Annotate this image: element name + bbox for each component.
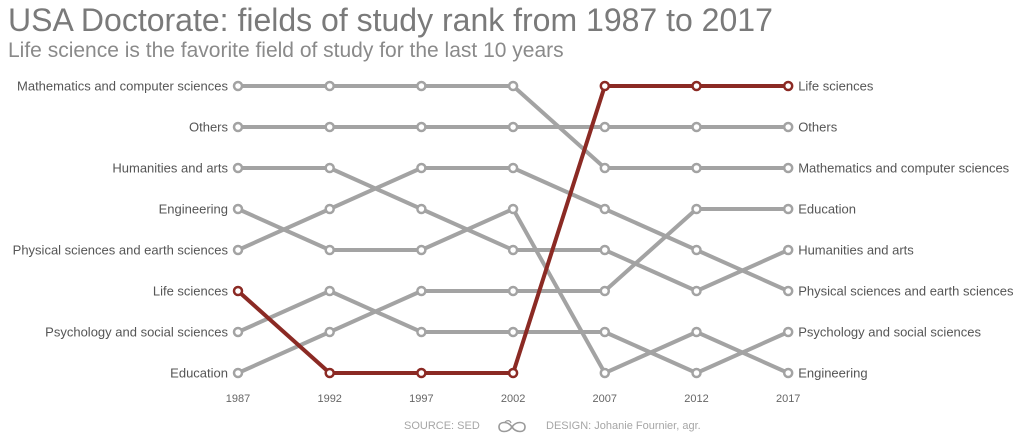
point-life-sciences-1987 — [232, 285, 244, 297]
point-physical-sciences-and-earth-sciences-1997 — [416, 162, 427, 174]
right-label-education: Education — [798, 202, 856, 217]
source-credit: SOURCE: SED — [404, 420, 480, 432]
left-label-mathematics-and-computer-sciences: Mathematics and computer sciences — [17, 79, 228, 94]
point-mathematics-and-computer-sciences-1992 — [324, 80, 335, 92]
point-physical-sciences-and-earth-sciences-2007 — [599, 203, 611, 215]
point-mathematics-and-computer-sciences-1997 — [416, 80, 427, 92]
footer: SOURCE: SED DESIGN: Johanie Fournier, ag… — [0, 418, 1024, 436]
point-humanities-and-arts-1992 — [324, 162, 335, 174]
chart-title: USA Doctorate: fields of study rank from… — [8, 2, 773, 38]
point-life-sciences-1997 — [416, 367, 427, 379]
point-humanities-and-arts-2017 — [782, 244, 794, 256]
point-humanities-and-arts-1987 — [232, 162, 244, 174]
left-label-life-sciences: Life sciences — [153, 284, 229, 299]
x-tick-label-2012: 2012 — [684, 393, 708, 405]
right-label-life-sciences: Life sciences — [798, 79, 874, 94]
point-physical-sciences-and-earth-sciences-2002 — [507, 162, 519, 174]
left-label-physical-sciences-and-earth-sciences: Physical sciences and earth sciences — [13, 243, 229, 258]
point-others-1997 — [416, 121, 427, 133]
point-education-2007 — [599, 285, 611, 297]
point-others-1987 — [232, 121, 244, 133]
point-education-2002 — [507, 285, 519, 297]
point-others-2007 — [599, 121, 611, 133]
point-humanities-and-arts-1997 — [416, 203, 427, 215]
point-psychology-and-social-sciences-1987 — [232, 326, 244, 338]
series-line-physical-sciences-and-earth-sciences — [236, 166, 791, 293]
point-humanities-and-arts-2002 — [507, 244, 519, 256]
point-mathematics-and-computer-sciences-2007 — [599, 162, 611, 174]
point-others-1992 — [324, 121, 335, 133]
left-label-others: Others — [189, 120, 229, 135]
x-tick-label-2017: 2017 — [776, 393, 800, 405]
point-life-sciences-1992 — [324, 367, 335, 379]
infinity-logo-icon — [496, 418, 528, 437]
point-mathematics-and-computer-sciences-2012 — [691, 162, 702, 174]
right-label-engineering: Engineering — [798, 366, 867, 381]
point-humanities-and-arts-2012 — [691, 285, 702, 297]
point-education-2012 — [691, 203, 702, 215]
point-engineering-1987 — [232, 203, 244, 215]
x-tick-label-1992: 1992 — [317, 393, 341, 405]
point-psychology-and-social-sciences-2017 — [782, 326, 794, 338]
point-life-sciences-2007 — [599, 80, 611, 92]
point-others-2002 — [507, 121, 519, 133]
left-label-psychology-and-social-sciences: Psychology and social sciences — [45, 325, 228, 340]
x-tick-label-1997: 1997 — [409, 393, 433, 405]
right-label-others: Others — [798, 120, 838, 135]
point-mathematics-and-computer-sciences-2002 — [507, 80, 519, 92]
point-engineering-2007 — [599, 367, 611, 379]
series-line-humanities-and-arts — [236, 166, 791, 293]
point-mathematics-and-computer-sciences-2017 — [782, 162, 794, 174]
right-label-mathematics-and-computer-sciences: Mathematics and computer sciences — [798, 161, 1009, 176]
point-psychology-and-social-sciences-2007 — [599, 326, 611, 338]
left-label-education: Education — [170, 366, 228, 381]
point-engineering-1992 — [324, 244, 335, 256]
right-label-humanities-and-arts: Humanities and arts — [798, 243, 914, 258]
right-label-physical-sciences-and-earth-sciences: Physical sciences and earth sciences — [798, 284, 1014, 299]
point-physical-sciences-and-earth-sciences-1992 — [324, 203, 335, 215]
x-tick-label-2007: 2007 — [593, 393, 617, 405]
x-tick-label-1987: 1987 — [226, 393, 250, 405]
point-mathematics-and-computer-sciences-1987 — [232, 80, 244, 92]
point-life-sciences-2017 — [782, 80, 794, 92]
point-others-2012 — [691, 121, 702, 133]
design-credit: DESIGN: Johanie Fournier, agr. — [546, 420, 701, 432]
left-label-humanities-and-arts: Humanities and arts — [112, 161, 228, 176]
point-psychology-and-social-sciences-2012 — [691, 367, 702, 379]
right-label-psychology-and-social-sciences: Psychology and social sciences — [798, 325, 981, 340]
point-engineering-2012 — [691, 326, 702, 338]
point-psychology-and-social-sciences-1997 — [416, 326, 427, 338]
point-education-1987 — [232, 367, 244, 379]
chart-subtitle: Life science is the favorite field of st… — [8, 39, 564, 62]
point-education-1992 — [324, 326, 335, 338]
point-physical-sciences-and-earth-sciences-1987 — [232, 244, 244, 256]
point-life-sciences-2012 — [691, 80, 702, 92]
point-psychology-and-social-sciences-1992 — [324, 285, 335, 297]
x-tick-label-2002: 2002 — [501, 393, 525, 405]
point-life-sciences-2002 — [507, 367, 519, 379]
point-education-2017 — [782, 203, 794, 215]
point-engineering-2002 — [507, 203, 519, 215]
point-engineering-2017 — [782, 367, 794, 379]
point-physical-sciences-and-earth-sciences-2012 — [691, 244, 702, 256]
point-humanities-and-arts-2007 — [599, 244, 611, 256]
left-label-engineering: Engineering — [159, 202, 228, 217]
point-engineering-1997 — [416, 244, 427, 256]
point-education-1997 — [416, 285, 427, 297]
point-others-2017 — [782, 121, 794, 133]
point-psychology-and-social-sciences-2002 — [507, 326, 519, 338]
point-physical-sciences-and-earth-sciences-2017 — [782, 285, 794, 297]
